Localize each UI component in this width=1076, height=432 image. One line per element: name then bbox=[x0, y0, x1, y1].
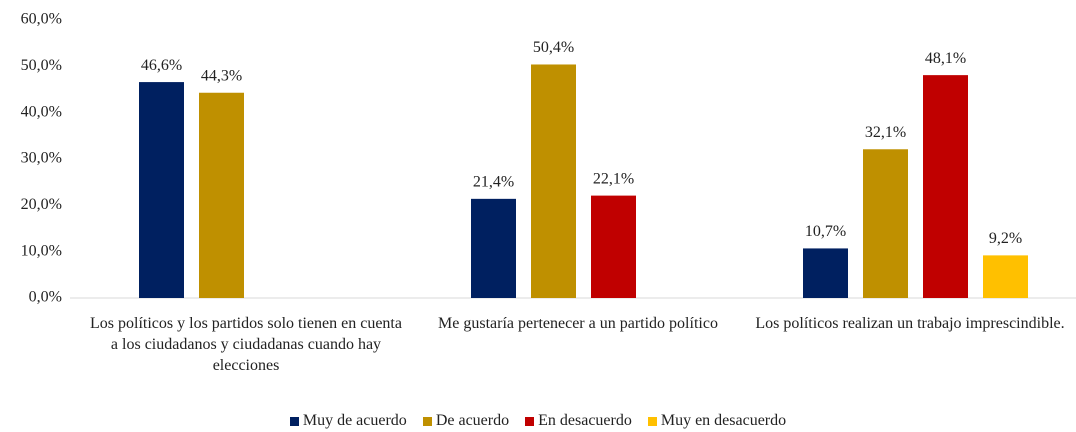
legend-swatch bbox=[289, 416, 299, 426]
bar bbox=[983, 255, 1028, 298]
y-tick-label: 60,0% bbox=[21, 11, 62, 28]
bar bbox=[923, 75, 968, 299]
legend-label: De acuerdo bbox=[435, 412, 510, 429]
y-tick-label: 50,0% bbox=[21, 57, 62, 74]
x-tick-label: Los políticos realizan un trabajo impres… bbox=[755, 315, 1065, 332]
data-label: 22,1% bbox=[593, 170, 634, 187]
legend-item: Muy en desacuerdo bbox=[647, 412, 787, 430]
y-tick-label: 40,0% bbox=[21, 103, 62, 120]
bar bbox=[863, 149, 908, 298]
data-label: 50,4% bbox=[533, 39, 574, 56]
legend: Muy de acuerdo De acuerdo En desacuerdo Muy… bbox=[0, 412, 1076, 430]
data-label: 48,1% bbox=[925, 50, 966, 67]
data-label: 32,1% bbox=[865, 124, 906, 141]
x-tick-label: Los políticos y los partidos solo tienen… bbox=[90, 315, 402, 374]
x-tick-label: Me gustaría pertenecer a un partido polí… bbox=[438, 315, 718, 332]
legend-label: Muy de acuerdo bbox=[302, 412, 407, 429]
bar bbox=[531, 64, 576, 298]
legend-label: En desacuerdo bbox=[538, 412, 632, 429]
y-tick-label: 30,0% bbox=[21, 150, 62, 167]
bar bbox=[199, 92, 244, 298]
legend-item: De acuerdo bbox=[422, 412, 510, 430]
bar bbox=[139, 82, 184, 298]
data-label: 21,4% bbox=[473, 174, 514, 191]
data-label: 44,3% bbox=[201, 67, 242, 84]
legend-item: En desacuerdo bbox=[525, 412, 632, 430]
bar bbox=[471, 198, 516, 298]
y-tick-label: 20,0% bbox=[21, 196, 62, 213]
data-label: 10,7% bbox=[805, 223, 846, 240]
bar bbox=[803, 248, 848, 298]
data-label: 46,6% bbox=[141, 57, 182, 74]
legend-swatch bbox=[422, 416, 432, 426]
legend-label: Muy en desacuerdo bbox=[660, 412, 787, 429]
y-tick-label: 0,0% bbox=[29, 289, 62, 306]
data-label: 9,2% bbox=[989, 230, 1022, 247]
legend-swatch bbox=[525, 416, 535, 426]
legend-item: Muy de acuerdo bbox=[289, 412, 407, 430]
bar bbox=[591, 195, 636, 298]
legend-swatch bbox=[647, 416, 657, 426]
y-tick-label: 10,0% bbox=[21, 242, 62, 259]
